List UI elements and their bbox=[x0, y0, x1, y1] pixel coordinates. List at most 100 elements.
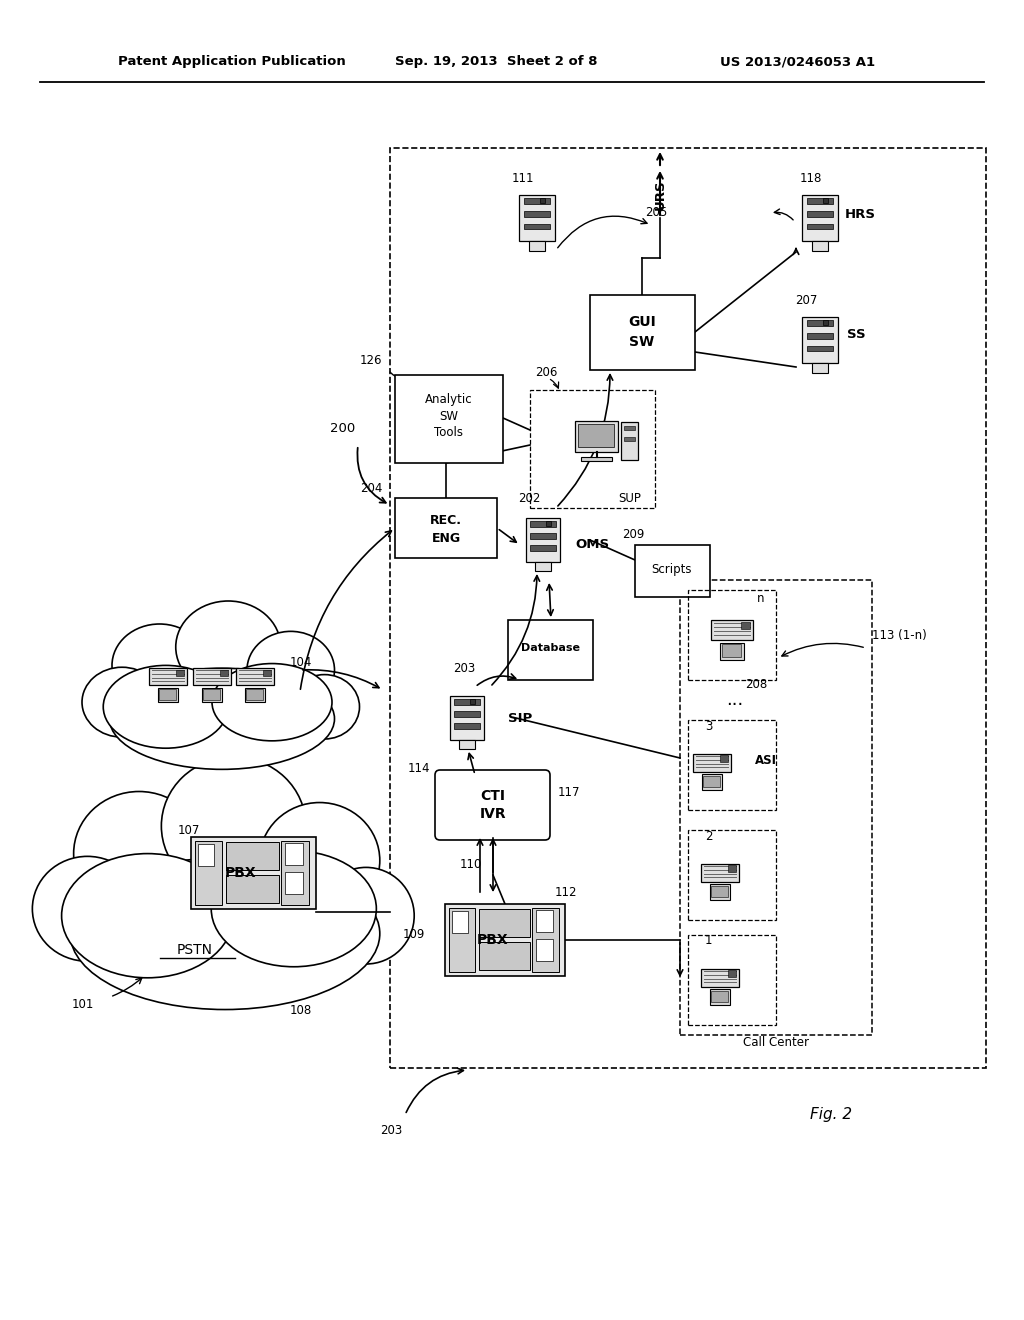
Bar bbox=[226, 842, 279, 870]
Bar bbox=[812, 242, 828, 251]
Ellipse shape bbox=[103, 665, 228, 748]
Text: Tools: Tools bbox=[434, 425, 464, 438]
Bar bbox=[712, 886, 728, 896]
Bar bbox=[635, 545, 710, 597]
Bar bbox=[688, 590, 776, 680]
Text: 114: 114 bbox=[408, 762, 430, 775]
Bar bbox=[508, 620, 593, 680]
Bar bbox=[803, 194, 838, 242]
Ellipse shape bbox=[212, 664, 332, 741]
Text: PBX: PBX bbox=[477, 933, 509, 946]
Bar bbox=[445, 904, 565, 975]
Text: 107: 107 bbox=[178, 824, 201, 837]
Bar bbox=[190, 837, 315, 909]
Text: 207: 207 bbox=[795, 293, 817, 306]
Bar bbox=[710, 989, 730, 1005]
Bar bbox=[395, 498, 497, 558]
Text: ...: ... bbox=[726, 690, 743, 709]
Text: REC.: REC. bbox=[430, 513, 462, 527]
Text: URS: URS bbox=[653, 180, 667, 210]
Text: 111: 111 bbox=[512, 172, 535, 185]
Bar bbox=[622, 422, 638, 459]
Text: SS: SS bbox=[847, 329, 865, 342]
FancyBboxPatch shape bbox=[435, 770, 550, 840]
Bar bbox=[530, 521, 556, 527]
Text: HRS: HRS bbox=[845, 209, 876, 222]
Ellipse shape bbox=[74, 792, 205, 916]
Bar bbox=[703, 776, 720, 787]
Bar bbox=[624, 437, 635, 441]
Bar bbox=[741, 622, 750, 630]
Text: IVR: IVR bbox=[479, 807, 506, 821]
Bar bbox=[285, 843, 302, 866]
Bar bbox=[523, 198, 550, 205]
Text: 113 (1-n): 113 (1-n) bbox=[872, 628, 927, 642]
Text: Sep. 19, 2013  Sheet 2 of 8: Sep. 19, 2013 Sheet 2 of 8 bbox=[395, 55, 597, 69]
Ellipse shape bbox=[317, 867, 414, 964]
Text: 200: 200 bbox=[330, 421, 355, 434]
Bar bbox=[452, 911, 468, 933]
Bar bbox=[519, 194, 555, 242]
Bar bbox=[226, 875, 279, 903]
Ellipse shape bbox=[110, 668, 335, 770]
Bar bbox=[680, 579, 872, 1035]
Bar bbox=[529, 242, 545, 251]
Bar bbox=[711, 620, 753, 640]
Bar bbox=[720, 755, 728, 762]
Text: Fig. 2: Fig. 2 bbox=[810, 1107, 852, 1122]
Bar bbox=[195, 841, 222, 906]
Bar bbox=[193, 668, 231, 685]
Bar bbox=[823, 198, 828, 203]
Bar bbox=[701, 969, 739, 987]
Ellipse shape bbox=[176, 601, 281, 693]
Text: 209: 209 bbox=[622, 528, 644, 541]
Text: Analytic: Analytic bbox=[425, 393, 473, 407]
Ellipse shape bbox=[290, 675, 359, 739]
Bar bbox=[198, 843, 214, 866]
Bar bbox=[807, 346, 834, 351]
Bar bbox=[150, 668, 187, 685]
Text: SW: SW bbox=[439, 409, 459, 422]
Bar bbox=[202, 688, 222, 702]
Text: 206: 206 bbox=[535, 366, 557, 379]
Bar bbox=[546, 521, 551, 525]
Text: SW: SW bbox=[630, 335, 654, 348]
Ellipse shape bbox=[33, 857, 142, 961]
Text: 110: 110 bbox=[460, 858, 482, 871]
Bar bbox=[537, 909, 553, 932]
Bar bbox=[455, 723, 480, 729]
Ellipse shape bbox=[82, 667, 162, 737]
Text: 2: 2 bbox=[705, 829, 713, 842]
Bar bbox=[203, 689, 220, 700]
Text: PSTN: PSTN bbox=[177, 942, 213, 957]
Bar bbox=[701, 775, 723, 789]
Bar bbox=[823, 321, 828, 325]
Text: OMS: OMS bbox=[575, 539, 609, 552]
Bar bbox=[575, 421, 618, 451]
Bar bbox=[693, 754, 731, 772]
Text: 101: 101 bbox=[72, 998, 94, 1011]
Bar bbox=[688, 935, 776, 1026]
Text: PBX: PBX bbox=[224, 866, 256, 880]
Text: 203: 203 bbox=[453, 661, 475, 675]
Ellipse shape bbox=[259, 803, 380, 919]
Text: 126: 126 bbox=[360, 354, 383, 367]
Text: GUI: GUI bbox=[628, 315, 656, 329]
Bar bbox=[812, 363, 828, 372]
Bar bbox=[449, 908, 475, 972]
Bar bbox=[712, 991, 728, 1002]
Bar bbox=[523, 223, 550, 230]
Ellipse shape bbox=[71, 858, 380, 1010]
Bar bbox=[530, 533, 556, 539]
Bar bbox=[530, 389, 655, 508]
Bar bbox=[526, 517, 560, 562]
Bar bbox=[176, 669, 184, 676]
Bar bbox=[537, 939, 553, 961]
Bar bbox=[220, 669, 228, 676]
Bar bbox=[728, 970, 736, 977]
Text: 117: 117 bbox=[558, 785, 581, 799]
Text: 109: 109 bbox=[403, 928, 425, 941]
Text: Patent Application Publication: Patent Application Publication bbox=[118, 55, 346, 69]
Bar bbox=[395, 375, 503, 463]
Bar bbox=[688, 719, 776, 810]
